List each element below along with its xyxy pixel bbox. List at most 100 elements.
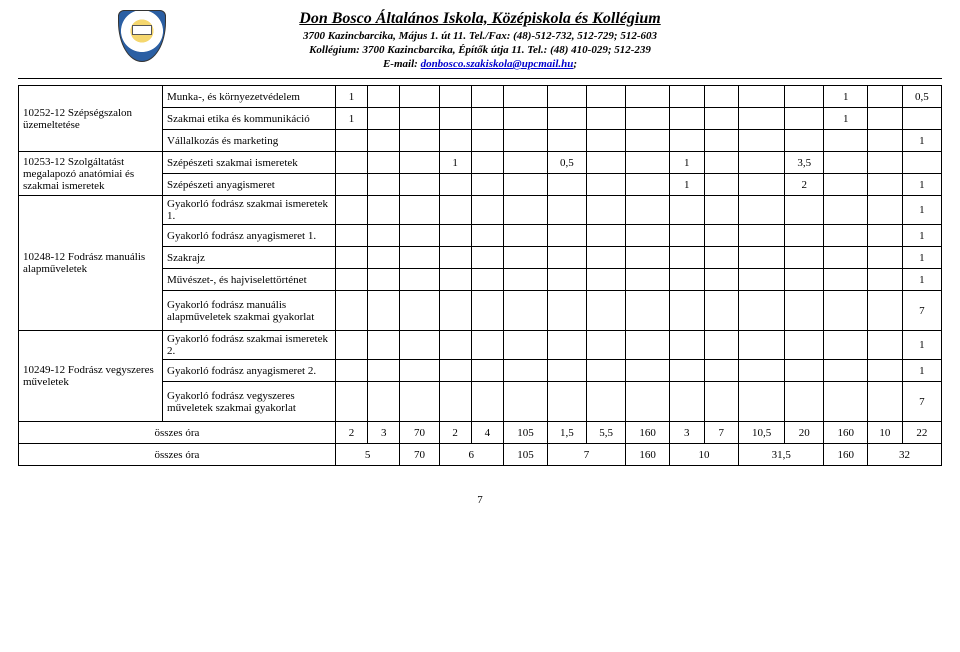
data-cell	[504, 382, 548, 422]
data-cell	[739, 225, 785, 247]
page-header: Don Bosco Általános Iskola, Középiskola …	[18, 10, 942, 79]
data-cell	[704, 360, 739, 382]
page-number: 7	[18, 494, 942, 506]
data-cell	[824, 130, 868, 152]
data-cell	[868, 247, 903, 269]
sum-cell: 70	[400, 444, 439, 466]
data-cell: 1	[669, 174, 704, 196]
data-cell	[471, 196, 503, 225]
data-cell	[704, 269, 739, 291]
data-cell: 0,5	[547, 152, 586, 174]
data-cell	[471, 291, 503, 331]
data-cell	[739, 269, 785, 291]
data-cell	[587, 225, 626, 247]
sum-cell: 5	[335, 444, 400, 466]
data-cell	[669, 225, 704, 247]
data-cell: 7	[902, 291, 941, 331]
data-cell: 1	[669, 152, 704, 174]
data-cell	[626, 174, 670, 196]
data-cell	[335, 331, 367, 360]
sum-cell: 2	[439, 422, 471, 444]
data-cell	[868, 331, 903, 360]
data-cell	[368, 360, 400, 382]
subject-label: Szakrajz	[163, 247, 336, 269]
data-cell	[547, 130, 586, 152]
group-label: 10252-12 Szépségszalon üzemeltetése	[19, 86, 163, 152]
data-cell	[471, 331, 503, 360]
data-cell	[704, 86, 739, 108]
data-cell	[587, 152, 626, 174]
data-cell	[824, 382, 868, 422]
data-cell	[669, 130, 704, 152]
sum-label: összes óra	[19, 422, 336, 444]
data-cell	[587, 247, 626, 269]
data-cell	[368, 108, 400, 130]
data-cell	[547, 108, 586, 130]
data-cell	[439, 331, 471, 360]
data-cell: 1	[902, 247, 941, 269]
subject-label: Gyakorló fodrász anyagismeret 2.	[163, 360, 336, 382]
data-cell	[471, 225, 503, 247]
sum-cell: 32	[868, 444, 942, 466]
data-cell	[868, 130, 903, 152]
sum-cell: 1,5	[547, 422, 586, 444]
data-cell	[704, 331, 739, 360]
sum-cell: 160	[824, 422, 868, 444]
data-cell	[504, 291, 548, 331]
data-cell	[547, 196, 586, 225]
sum-cell: 22	[902, 422, 941, 444]
email-link[interactable]: donbosco.szakiskola@upcmail.hu	[421, 58, 574, 70]
data-cell	[626, 108, 670, 130]
subject-label: Gyakorló fodrász manuális alapműveletek …	[163, 291, 336, 331]
data-cell	[471, 130, 503, 152]
data-cell	[824, 291, 868, 331]
data-cell: 0,5	[902, 86, 941, 108]
sum-cell: 160	[626, 444, 670, 466]
data-cell	[439, 174, 471, 196]
data-cell	[626, 291, 670, 331]
data-cell	[547, 382, 586, 422]
data-cell	[504, 108, 548, 130]
data-cell	[704, 196, 739, 225]
sum-cell: 20	[785, 422, 824, 444]
data-cell	[824, 152, 868, 174]
data-cell	[739, 360, 785, 382]
data-cell	[704, 382, 739, 422]
data-cell	[439, 269, 471, 291]
data-cell	[504, 130, 548, 152]
data-cell	[739, 130, 785, 152]
data-cell	[335, 269, 367, 291]
data-cell	[739, 382, 785, 422]
subject-label: Szépészeti anyagismeret	[163, 174, 336, 196]
data-cell	[547, 331, 586, 360]
data-cell	[669, 108, 704, 130]
data-cell: 1	[902, 269, 941, 291]
data-cell	[868, 360, 903, 382]
data-cell	[868, 86, 903, 108]
data-cell	[739, 108, 785, 130]
sum-label: összes óra	[19, 444, 336, 466]
data-cell	[471, 269, 503, 291]
data-cell: 1	[902, 174, 941, 196]
data-cell	[547, 360, 586, 382]
data-cell	[785, 247, 824, 269]
data-cell	[868, 382, 903, 422]
sum-cell: 7	[704, 422, 739, 444]
data-cell	[400, 247, 439, 269]
data-cell	[547, 86, 586, 108]
data-cell	[868, 291, 903, 331]
data-cell	[471, 174, 503, 196]
data-cell	[368, 174, 400, 196]
group-label: 10253-12 Szolgáltatást megalapozó anatóm…	[19, 152, 163, 196]
data-cell	[824, 196, 868, 225]
data-cell	[785, 269, 824, 291]
data-cell: 1	[902, 360, 941, 382]
subject-label: Vállalkozás és marketing	[163, 130, 336, 152]
data-cell	[400, 108, 439, 130]
data-cell	[471, 86, 503, 108]
data-cell	[368, 196, 400, 225]
data-cell	[868, 225, 903, 247]
data-cell	[824, 174, 868, 196]
sum-cell: 105	[504, 444, 548, 466]
data-cell	[504, 247, 548, 269]
